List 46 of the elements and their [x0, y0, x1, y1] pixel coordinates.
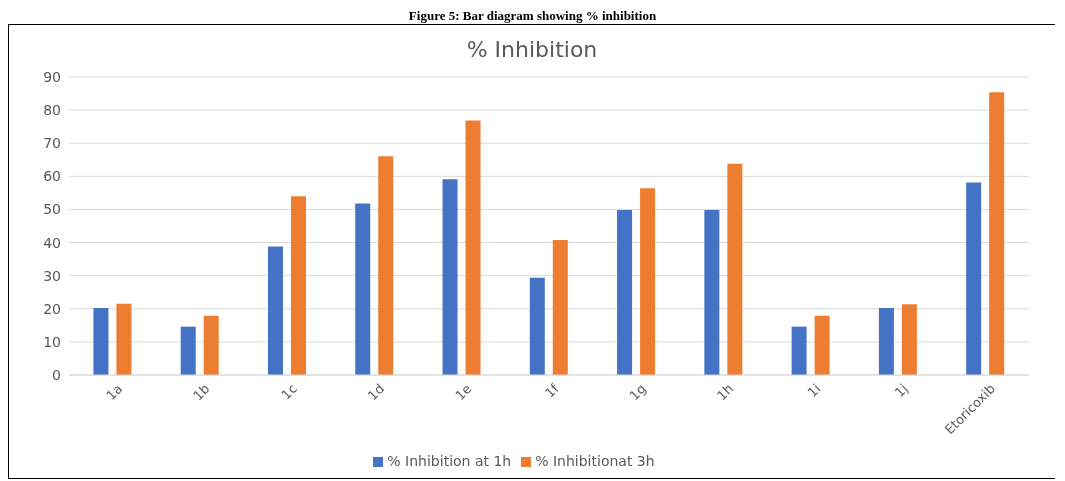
bar [640, 188, 656, 375]
x-tick-label: 1f [541, 380, 562, 401]
bar [378, 156, 394, 375]
bar [355, 203, 371, 375]
bar [617, 210, 633, 375]
y-tick-label: 40 [43, 234, 61, 251]
bar [552, 239, 568, 375]
bar [180, 326, 196, 375]
x-tick-label: 1h [713, 381, 737, 404]
bar [116, 303, 132, 375]
bar [267, 246, 283, 375]
y-tick-label: 80 [43, 102, 61, 119]
bar [727, 163, 743, 375]
x-tick-label: 1e [452, 381, 475, 404]
x-tick-label: 1d [364, 381, 388, 404]
bar [290, 196, 306, 375]
y-tick-label: 70 [43, 135, 61, 152]
bar [966, 182, 982, 375]
x-tick-label: 1i [804, 381, 824, 401]
bar [442, 179, 458, 375]
x-tick-label: 1a [103, 381, 126, 404]
bar [989, 92, 1005, 375]
y-tick-label: 50 [43, 201, 61, 218]
chart-title: % Inhibition [465, 37, 599, 64]
bar [465, 120, 481, 375]
y-tick-label: 60 [43, 168, 61, 185]
bar [814, 315, 830, 375]
y-tick-label: 0 [52, 366, 61, 383]
y-tick-label: 90 [43, 68, 61, 85]
x-tick-label: 1j [891, 381, 911, 401]
x-tick-label: 1c [278, 381, 300, 403]
legend-label: % Inhibitionat 3h [535, 453, 655, 469]
y-tick-label: 10 [43, 333, 61, 350]
bar [878, 308, 894, 375]
bar [203, 315, 219, 375]
y-tick-label: 30 [43, 267, 61, 284]
caption: Figure 5: Bar diagram showing % inhibition [407, 8, 658, 24]
bar [901, 304, 917, 375]
y-tick-label: 20 [43, 300, 61, 317]
bar [93, 308, 109, 375]
bar [791, 326, 807, 375]
x-tick-label: 1g [626, 381, 649, 404]
legend-label: % Inhibition at 1h [387, 453, 512, 469]
bar [529, 277, 545, 375]
bar [704, 210, 720, 375]
x-tick-label: 1b [190, 381, 213, 404]
